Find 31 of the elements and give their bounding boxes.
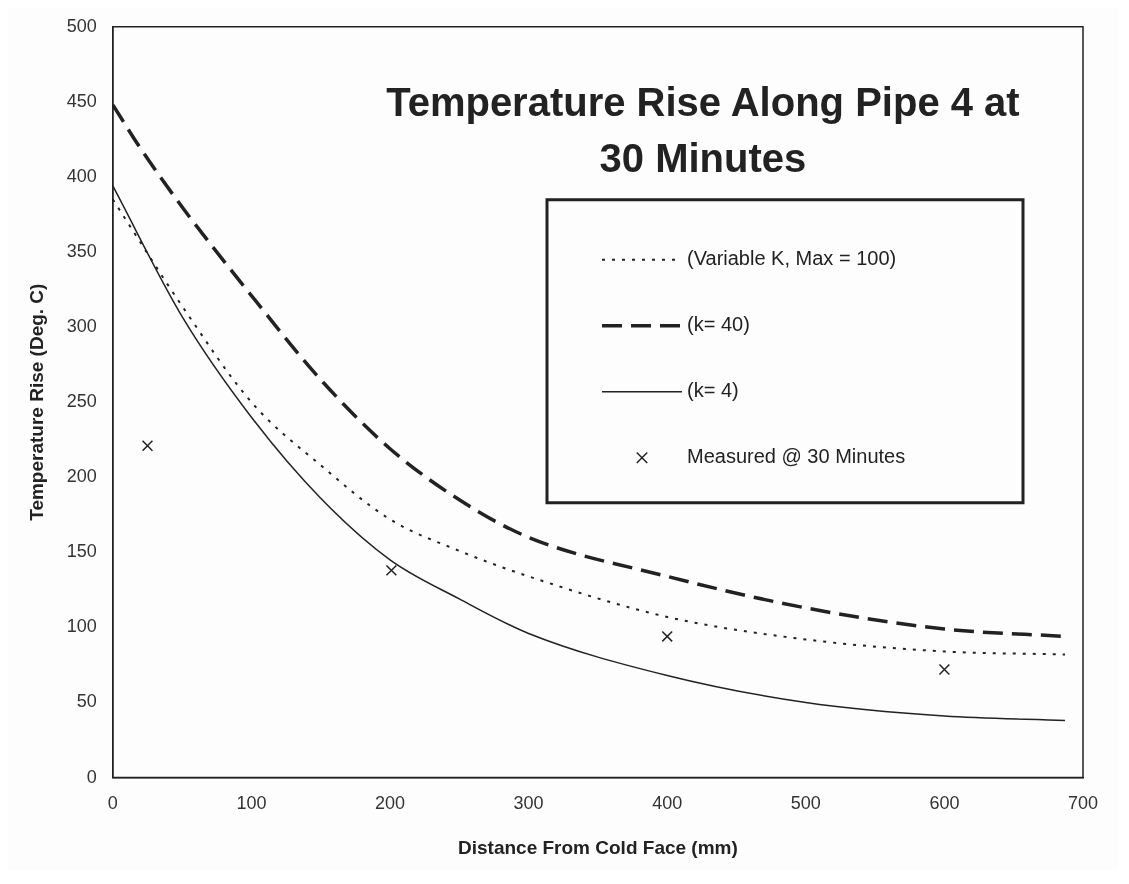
legend-label: (k= 4) [687, 379, 739, 402]
y-axis-title: Temperature Rise (Deg. C) [25, 283, 47, 521]
point [938, 663, 951, 676]
text: Temperature Rise Along Pipe 4 at [386, 79, 1020, 124]
point [141, 440, 154, 452]
y-tick-label: 300 [66, 316, 97, 337]
legend-label: (Variable K, Max = 100) [687, 247, 897, 270]
y-tick-label: 350 [66, 241, 97, 262]
y-tick-label: 450 [66, 90, 97, 111]
y-tick-label: 150 [66, 541, 97, 562]
x-tick-label: 100 [236, 793, 267, 814]
x-tick-label: 700 [1067, 793, 1099, 814]
y-tick-label: 500 [66, 15, 97, 36]
y-tick-label: 200 [66, 466, 97, 487]
y-tick-label: 50 [76, 691, 97, 712]
y-tick-label: 250 [66, 391, 97, 412]
x-tick-label: 300 [513, 793, 544, 814]
point [661, 630, 673, 643]
legend-label: (k= 40) [687, 313, 750, 336]
text: 30 Minutes [599, 135, 807, 180]
x-tick-label: 400 [652, 793, 683, 814]
y-tick-label: 400 [66, 165, 97, 186]
y-tick-label: 100 [66, 616, 97, 637]
y-tick-label: 0 [86, 766, 97, 787]
legend-label: Measured @ 30 Minutes [687, 445, 906, 468]
point [385, 564, 398, 577]
x-axis-title: Distance From Cold Face (mm) [458, 836, 738, 858]
x-tick-label: 0 [107, 793, 118, 814]
x-tick-label: 600 [929, 793, 960, 814]
x-tick-label: 200 [375, 793, 406, 814]
x-tick-label: 500 [790, 793, 821, 814]
